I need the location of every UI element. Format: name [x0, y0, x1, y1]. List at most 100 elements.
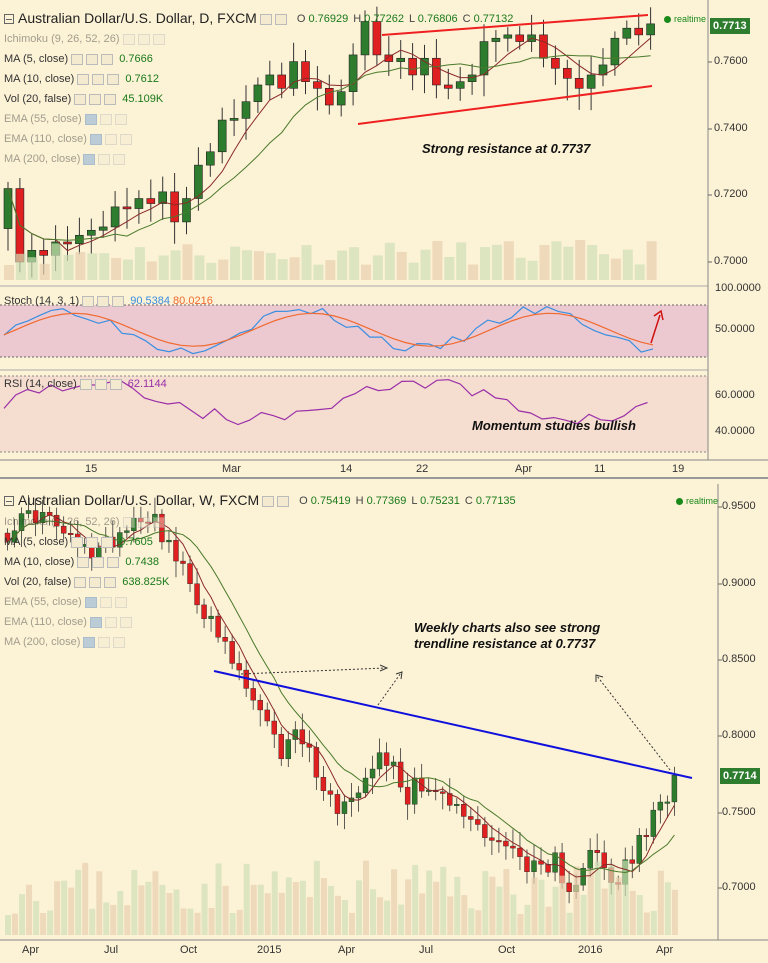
indicator-row[interactable]: Ichimoku (9, 26, 52, 26)	[4, 514, 171, 530]
settings-icon[interactable]	[89, 133, 102, 145]
close-icon[interactable]	[104, 576, 117, 588]
candle-body	[327, 790, 334, 795]
visibility-icon[interactable]	[104, 616, 117, 628]
close-icon[interactable]	[114, 113, 127, 125]
visibility-icon[interactable]	[277, 495, 290, 507]
visibility-icon[interactable]	[86, 536, 99, 548]
settings-icon[interactable]	[83, 636, 96, 648]
settings-icon[interactable]	[122, 33, 135, 45]
indicator-row[interactable]: Vol (20, false) 638.825K	[4, 574, 169, 590]
weekly-resistance-annotation: Weekly charts also see strong trendline r…	[414, 620, 600, 652]
up-arrow-shaft	[650, 314, 661, 344]
volume-bar	[432, 241, 443, 280]
indicator-row[interactable]: EMA (55, close)	[4, 111, 133, 127]
volume-bar	[384, 242, 395, 280]
candle-body	[468, 816, 474, 820]
settings-icon[interactable]	[259, 13, 272, 25]
candle-body	[510, 845, 516, 849]
candle-body	[622, 27, 632, 39]
close-icon[interactable]	[119, 133, 132, 145]
weekly-price-tag: 0.7714	[720, 768, 760, 784]
time-tick-label: Apr	[515, 463, 533, 475]
visibility-icon[interactable]	[86, 53, 99, 65]
visibility-icon[interactable]	[99, 596, 112, 608]
indicator-row[interactable]: Ichimoku (9, 26, 52, 26)	[4, 31, 171, 47]
indicator-row[interactable]: EMA (55, close)	[4, 594, 133, 610]
visibility-icon[interactable]	[137, 516, 150, 528]
settings-icon[interactable]	[122, 516, 135, 528]
close-icon[interactable]	[101, 536, 114, 548]
visibility-icon[interactable]	[94, 378, 107, 390]
settings-icon[interactable]	[77, 556, 90, 568]
settings-icon[interactable]	[82, 295, 95, 307]
visibility-icon[interactable]	[97, 295, 110, 307]
time-tick-label: Apr	[338, 944, 356, 956]
visibility-icon[interactable]	[137, 33, 150, 45]
settings-icon[interactable]	[74, 93, 87, 105]
close-icon[interactable]	[107, 556, 120, 568]
volume-bar	[111, 257, 122, 280]
collapse-icon[interactable]	[4, 496, 14, 507]
settings-icon[interactable]	[71, 53, 84, 65]
indicator-row[interactable]: MA (200, close)	[4, 151, 131, 167]
settings-icon[interactable]	[74, 576, 87, 588]
candle-body	[250, 688, 256, 701]
settings-icon[interactable]	[83, 153, 96, 165]
indicator-row[interactable]: MA (5, close) 0.7666	[4, 51, 153, 67]
close-icon[interactable]	[114, 596, 127, 608]
volume-bar	[299, 880, 306, 935]
close-icon[interactable]	[107, 73, 120, 85]
indicator-row[interactable]: EMA (110, close)	[4, 614, 138, 630]
close-icon[interactable]	[152, 516, 165, 528]
indicator-row[interactable]: MA (10, close) 0.7438	[4, 554, 159, 570]
visibility-icon[interactable]	[98, 153, 111, 165]
visibility-icon[interactable]	[104, 133, 117, 145]
volume-bar	[657, 870, 664, 935]
volume-bar	[4, 264, 14, 280]
close-icon[interactable]	[104, 93, 117, 105]
settings-icon[interactable]	[71, 536, 84, 548]
volume-bar	[538, 879, 545, 935]
daily-resistance-annotation: Strong resistance at 0.7737	[422, 141, 591, 156]
indicator-row[interactable]: MA (5, close) 0.7605	[4, 534, 153, 550]
close-icon[interactable]	[109, 378, 122, 390]
visibility-icon[interactable]	[99, 113, 112, 125]
volume-bar	[33, 901, 40, 935]
settings-icon[interactable]	[77, 73, 90, 85]
visibility-icon[interactable]	[89, 576, 102, 588]
visibility-icon[interactable]	[92, 73, 105, 85]
settings-icon[interactable]	[84, 596, 97, 608]
indicator-row[interactable]: Vol (20, false) 45.109K	[4, 91, 163, 107]
volume-bar	[243, 863, 250, 935]
volume-bar	[19, 894, 26, 935]
collapse-icon[interactable]	[4, 14, 14, 25]
candle-body	[313, 747, 320, 778]
daily-chart-title[interactable]: Australian Dollar/U.S. Dollar, D, FXCM O …	[4, 10, 518, 26]
close-icon[interactable]	[152, 33, 165, 45]
volume-bar	[341, 900, 348, 935]
settings-icon[interactable]	[262, 495, 275, 507]
settings-icon[interactable]	[89, 616, 102, 628]
visibility-icon[interactable]	[89, 93, 102, 105]
close-icon[interactable]	[101, 53, 114, 65]
weekly-chart-title[interactable]: Australian Dollar/U.S. Dollar, W, FXCM O …	[4, 492, 521, 508]
visibility-icon[interactable]	[98, 636, 111, 648]
close-icon[interactable]	[119, 616, 132, 628]
close-icon[interactable]	[113, 636, 126, 648]
close-icon[interactable]	[113, 153, 126, 165]
candle-body	[491, 37, 501, 42]
dotted-arrow	[377, 672, 402, 706]
indicator-row[interactable]: MA (10, close) 0.7612	[4, 71, 159, 87]
volume-bar	[440, 866, 447, 935]
indicator-row[interactable]: MA (200, close)	[4, 634, 131, 650]
visibility-icon[interactable]	[274, 13, 287, 25]
rsi-legend-row[interactable]: RSI (14, close) 62.1144	[4, 376, 167, 392]
settings-icon[interactable]	[84, 113, 97, 125]
visibility-icon[interactable]	[92, 556, 105, 568]
indicator-row[interactable]: EMA (110, close)	[4, 131, 138, 147]
close-icon[interactable]	[112, 295, 125, 307]
stoch-legend-row[interactable]: Stoch (14, 3, 1) 90.5384 80.0216	[4, 293, 213, 309]
price-tick-label: 0.7200	[714, 188, 748, 200]
settings-icon[interactable]	[79, 378, 92, 390]
arrow-head-icon	[595, 674, 604, 682]
